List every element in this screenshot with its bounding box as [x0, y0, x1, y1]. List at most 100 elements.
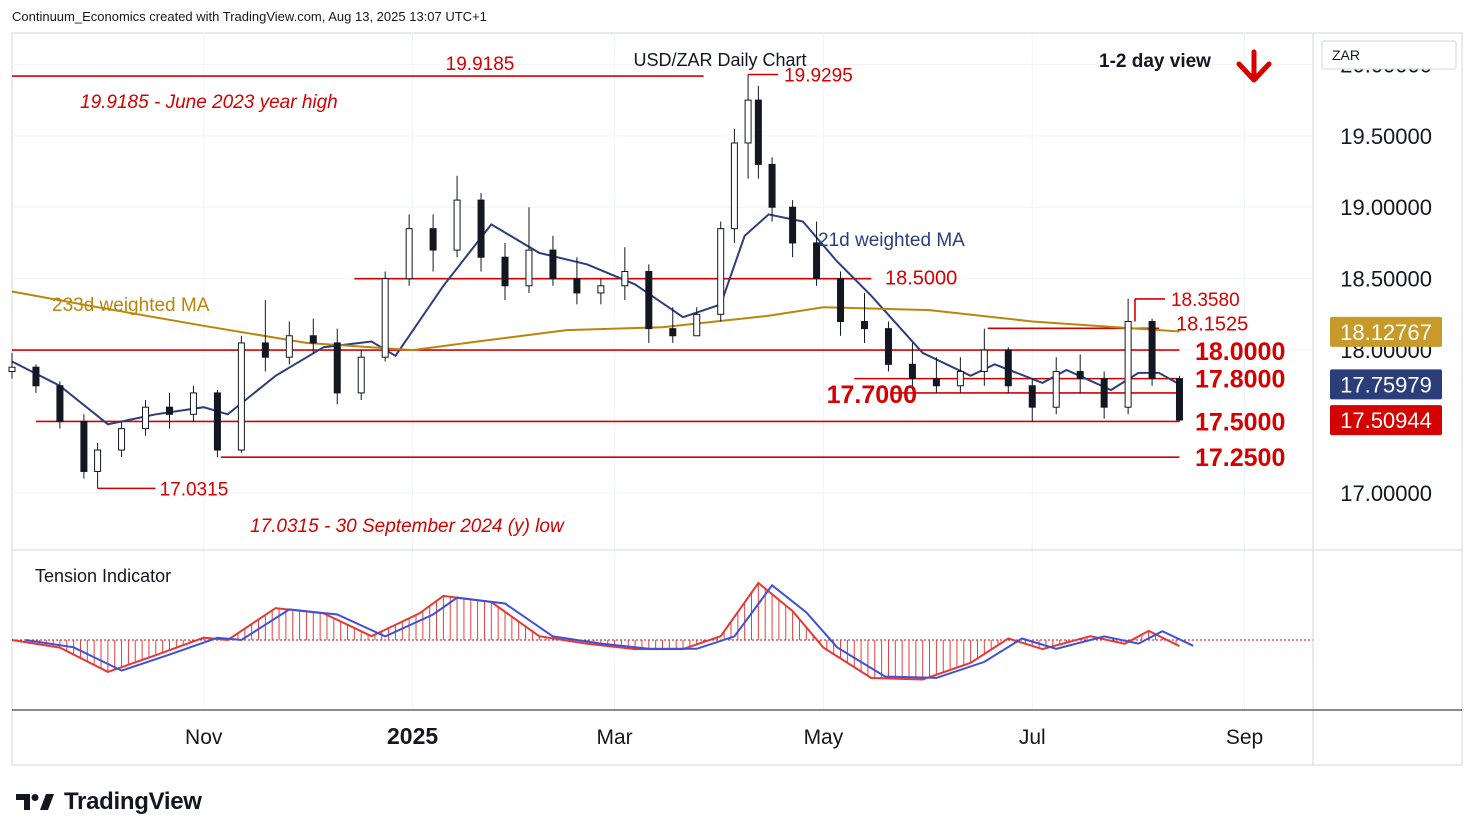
- moving-averages: [11, 213, 1180, 426]
- candle-body: [381, 278, 389, 358]
- candle-body: [237, 342, 245, 451]
- candle-body: [501, 256, 509, 287]
- candle-body: [80, 420, 88, 472]
- grid-lines: [12, 33, 1313, 710]
- candle-body: [333, 342, 341, 394]
- currency-label: ZAR: [1332, 47, 1360, 63]
- candle-body: [142, 406, 150, 430]
- ma-line: [11, 213, 1180, 426]
- time-tick-label: May: [804, 726, 844, 749]
- level-label: 17.8000: [1195, 366, 1285, 394]
- candle-body: [189, 392, 197, 415]
- indicator-slow-line: [25, 583, 1194, 679]
- price-tick-label: 18.50000: [1340, 267, 1432, 292]
- candle-body: [549, 249, 557, 280]
- chart-labels: Tension Indicator USD/ZAR Daily Chart 1-2 …: [35, 49, 1442, 586]
- indicator-title: Tension Indicator: [35, 566, 171, 586]
- tradingview-logo[interactable]: TradingView: [14, 788, 202, 816]
- candle-body: [477, 199, 485, 258]
- candle-body: [56, 385, 64, 422]
- candle-body: [525, 249, 533, 287]
- candle-body: [813, 242, 821, 280]
- candle-body: [405, 228, 413, 280]
- level-label: 19.9185: [446, 54, 515, 75]
- candle-body: [1100, 378, 1108, 408]
- candle-body: [261, 342, 269, 358]
- ma21-label: 21d weighted MA: [818, 230, 965, 251]
- candle-body: [932, 378, 940, 387]
- price-badge: [1330, 405, 1442, 436]
- candle-body: [453, 199, 461, 251]
- ma233-label: 233d weighted MA: [52, 295, 210, 316]
- annotation-text: 17.0315 - 30 September 2024 (y) low: [250, 516, 565, 537]
- candle-body: [429, 228, 437, 251]
- candle-body: [1175, 378, 1183, 421]
- candle-body: [1124, 320, 1132, 408]
- candle-body: [165, 406, 173, 415]
- candle-body: [956, 370, 964, 387]
- candle-body: [1004, 349, 1012, 387]
- candle-body: [768, 163, 776, 208]
- down-arrow-icon: [1236, 49, 1272, 83]
- candle-body: [693, 313, 701, 337]
- time-tick-label: Jul: [1019, 726, 1046, 749]
- candle-body: [860, 320, 868, 330]
- price-badge-label: 18.12767: [1340, 320, 1432, 345]
- support-resistance-levels: [12, 75, 1180, 458]
- candle-body: [621, 271, 629, 287]
- candle-body: [645, 271, 653, 330]
- candle-body: [285, 335, 293, 358]
- candle-body: [1052, 370, 1060, 408]
- callout-label: 17.0315: [160, 479, 229, 500]
- level-label: 17.5000: [1195, 408, 1285, 436]
- candle-body: [669, 328, 677, 337]
- candle-body: [884, 328, 892, 365]
- price-badge-label: 17.75979: [1340, 372, 1432, 397]
- candle-body: [837, 278, 845, 322]
- currency-box: [1321, 40, 1457, 70]
- time-tick-label: Mar: [596, 726, 632, 749]
- level-label: 18.5000: [885, 268, 957, 290]
- annotation-text: 19.9185 - June 2023 year high: [80, 92, 338, 113]
- tension-indicator-pane: [11, 581, 1313, 681]
- candle-body: [573, 278, 581, 294]
- time-tick-label: 2025: [387, 723, 438, 749]
- candle-body: [32, 366, 40, 387]
- candles: [8, 74, 1183, 489]
- level-label: 17.2500: [1195, 444, 1285, 472]
- price-tick-label: 19.50000: [1340, 124, 1432, 149]
- candle-body: [213, 392, 221, 451]
- candle-body: [309, 335, 317, 344]
- axes: 20.0000019.5000019.0000018.5000018.00000…: [12, 33, 1462, 765]
- candle-body: [118, 428, 126, 451]
- candle-body: [597, 285, 605, 294]
- level-label: 18.0000: [1195, 338, 1285, 366]
- candle-body: [94, 449, 102, 472]
- tradingview-logo-icon: [16, 794, 54, 810]
- chart-title: USD/ZAR Daily Chart: [633, 50, 806, 70]
- price-badge: [1330, 316, 1442, 347]
- price-tick-label: 19.00000: [1340, 195, 1432, 220]
- candle-body: [730, 142, 738, 230]
- level-label: 17.7000: [827, 381, 917, 409]
- candle-body: [744, 99, 752, 144]
- price-badge-label: 17.50944: [1340, 408, 1432, 433]
- chart-frame: [11, 32, 1463, 766]
- time-tick-label: Sep: [1226, 726, 1263, 749]
- level-label: 18.1525: [1176, 313, 1248, 335]
- candle-body: [8, 366, 16, 372]
- callout-label: 19.9295: [784, 65, 853, 86]
- candle-body: [789, 206, 797, 244]
- chart-header: Continuum_Economics created with Trading…: [12, 9, 487, 24]
- candle-body: [1028, 385, 1036, 408]
- candle-body: [754, 99, 762, 165]
- candle-body: [1076, 370, 1084, 380]
- candle-body: [717, 228, 725, 315]
- time-tick-label: Nov: [185, 726, 223, 749]
- candle-body: [980, 349, 988, 372]
- view-label: 1-2 day view: [1099, 51, 1211, 72]
- candle-body: [1148, 320, 1156, 380]
- tradingview-wordmark: TradingView: [64, 788, 202, 815]
- indicator-fast-line: [11, 581, 1180, 681]
